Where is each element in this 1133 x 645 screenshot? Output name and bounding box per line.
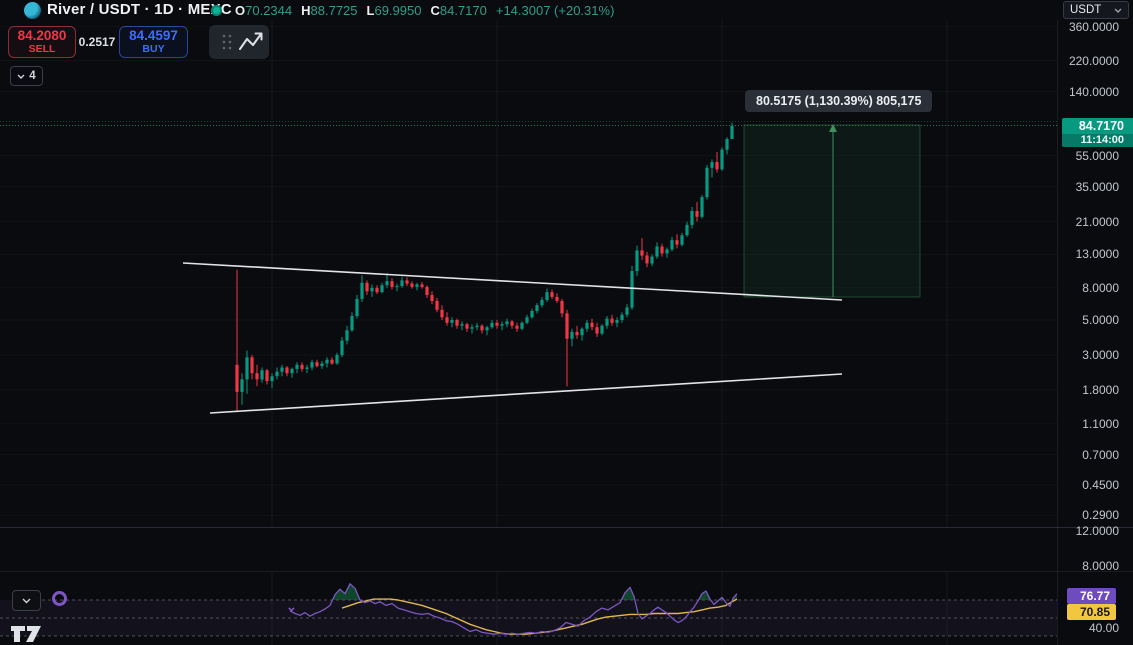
price-scale-label: 13.0000	[1075, 247, 1119, 261]
market-status-dot-icon[interactable]	[211, 5, 222, 16]
currency-selector-value: USDT	[1070, 4, 1102, 16]
close-label: C	[430, 3, 440, 18]
price-range-tooltip: 80.5175 (1,130.39%) 805,175	[745, 90, 933, 112]
sell-label: SELL	[28, 42, 56, 55]
mid-pane-scale-label: 12.0000	[1075, 524, 1119, 538]
price-scale-label: 0.4500	[1082, 478, 1119, 492]
pane-separator[interactable]	[0, 571, 1133, 572]
symbol-title[interactable]: River / USDT · 1D · MEXC	[47, 1, 232, 18]
buy-price: 84.4597	[129, 27, 178, 43]
rsi-indicator-icon	[52, 591, 67, 606]
price-scale-label: 35.0000	[1075, 180, 1119, 194]
price-scale-label: 220.0000	[1068, 54, 1119, 68]
spread-value: 0.2517	[78, 35, 116, 49]
low-value: 69.9950	[374, 3, 422, 18]
open-label: O	[235, 3, 246, 18]
trendline-tool-button[interactable]	[209, 25, 269, 59]
ohlc-legend: O70.2344 H88.7725 L69.9950 C84.7170 +14.3007…	[235, 3, 614, 18]
close-value: 84.7170	[439, 3, 487, 18]
current-price-value: 84.7170	[1062, 118, 1133, 134]
main-chart-canvas[interactable]	[0, 20, 1057, 527]
low-label: L	[366, 3, 375, 18]
price-scale-label: 0.2900	[1082, 508, 1119, 522]
mid-pane-scale-label: 8.0000	[1082, 559, 1119, 573]
drag-handle-dots-icon	[222, 34, 232, 50]
sell-button[interactable]: 84.2080 SELL	[8, 26, 76, 58]
price-scale-label: 1.8000	[1082, 383, 1119, 397]
price-scale-label: 0.7000	[1082, 448, 1119, 462]
change-value: +14.3007 (+20.31%)	[495, 3, 615, 18]
price-scale-label: 5.0000	[1082, 313, 1119, 327]
price-scale-label: 8.0000	[1082, 281, 1119, 295]
high-value: 88.7725	[310, 3, 358, 18]
pane-separator[interactable]	[0, 527, 1133, 528]
rsi-line-chevron-icon: ⌄	[286, 599, 297, 614]
trendline-arrow-icon	[239, 32, 263, 50]
buy-label: BUY	[142, 42, 165, 55]
current-price-badge: 84.7170 11:14:00	[1062, 118, 1133, 147]
bar-countdown: 11:14:00	[1062, 134, 1133, 147]
buy-button[interactable]: 84.4597 BUY	[119, 26, 188, 58]
tradingview-logo[interactable]	[10, 623, 44, 645]
price-scale-label: 140.0000	[1068, 85, 1119, 99]
rsi-scale-label: 40.00	[1088, 621, 1119, 635]
rsi-value-badge: 76.77	[1067, 588, 1116, 604]
chevron-down-icon	[22, 598, 31, 603]
objects-count: 4	[29, 70, 36, 82]
open-value: 70.2344	[245, 3, 293, 18]
high-label: H	[301, 3, 311, 18]
price-scale-label: 21.0000	[1075, 215, 1119, 229]
chevron-down-icon	[1114, 8, 1122, 13]
objects-tree-button[interactable]: 4	[10, 66, 43, 86]
indicator-collapse-button[interactable]	[12, 590, 41, 611]
price-scale-label: 55.0000	[1075, 149, 1119, 163]
sell-price: 84.2080	[17, 27, 67, 43]
symbol-logo-icon	[24, 2, 41, 19]
rsi-ma-value-badge: 70.85	[1067, 604, 1116, 620]
price-scale-label: 1.1000	[1082, 417, 1119, 431]
price-scale[interactable]: 84.7170 11:14:00 76.77 70.85 40.00 360.0…	[1057, 20, 1133, 645]
currency-selector-dropdown[interactable]: USDT	[1063, 1, 1129, 19]
chevron-down-icon	[17, 74, 25, 79]
price-scale-label: 360.0000	[1068, 20, 1119, 34]
rsi-pane-canvas[interactable]	[0, 572, 1057, 645]
price-scale-label: 3.0000	[1082, 348, 1119, 362]
